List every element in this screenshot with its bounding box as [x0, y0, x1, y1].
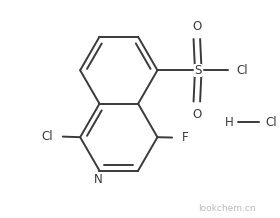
Text: Cl: Cl	[41, 129, 53, 143]
Text: H: H	[224, 116, 233, 129]
Text: Cl: Cl	[236, 64, 248, 77]
Text: S: S	[194, 64, 202, 77]
Text: O: O	[192, 108, 201, 121]
Text: lookchem.cn: lookchem.cn	[198, 204, 255, 213]
Text: F: F	[182, 131, 188, 144]
Text: N: N	[94, 173, 103, 186]
Text: O: O	[192, 20, 201, 32]
Text: Cl: Cl	[265, 116, 277, 129]
